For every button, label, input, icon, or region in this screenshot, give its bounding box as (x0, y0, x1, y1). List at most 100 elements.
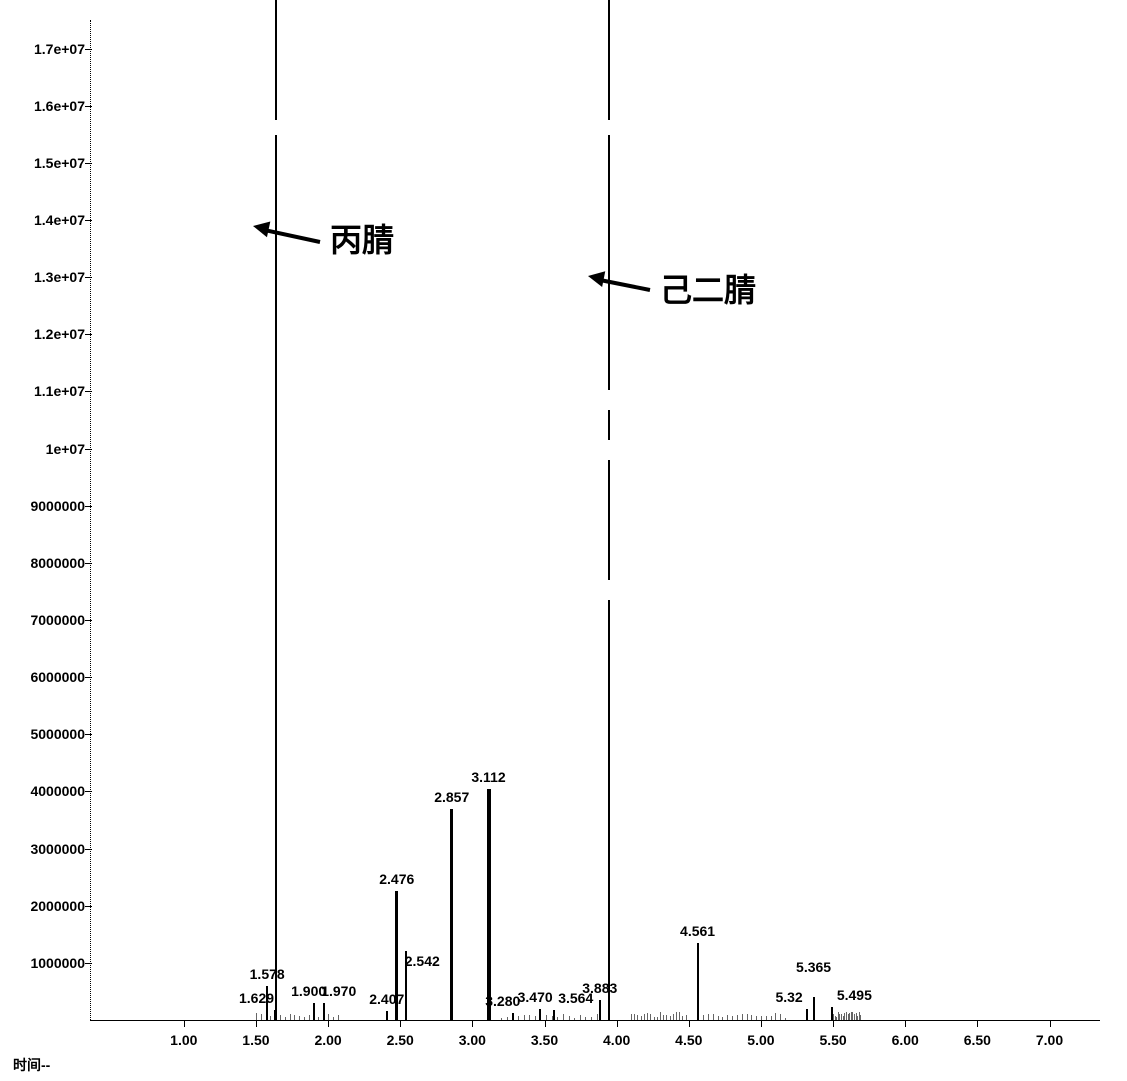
x-tick-mark (472, 1020, 473, 1027)
y-tick-mark (85, 849, 92, 850)
y-tick-mark (85, 277, 92, 278)
y-tick-mark (85, 391, 92, 392)
baseline-noise (761, 1016, 762, 1020)
y-tick-label: 9000000 (30, 498, 85, 514)
baseline-noise (270, 1016, 271, 1020)
baseline-noise (634, 1014, 635, 1020)
baseline-noise (657, 1017, 658, 1020)
y-tick-mark (85, 334, 92, 335)
y-tick-label: 1.6e+07 (34, 98, 85, 114)
baseline-noise (644, 1014, 645, 1020)
peak-label: 5.495 (837, 987, 872, 1003)
baseline-noise (742, 1014, 743, 1020)
baseline-noise (280, 1015, 281, 1020)
x-tick-mark (689, 1020, 690, 1027)
baseline-noise (673, 1014, 674, 1020)
baseline-noise (747, 1014, 748, 1020)
y-tick-mark (85, 449, 92, 450)
y-tick-label: 1.1e+07 (34, 383, 85, 399)
baseline-noise (771, 1016, 772, 1020)
y-tick-label: 4000000 (30, 783, 85, 799)
baseline-noise (785, 1018, 786, 1020)
peak-label: 2.407 (369, 991, 404, 1007)
baseline-noise (780, 1014, 781, 1020)
chromatogram-peak (806, 1009, 808, 1020)
annotation-arrow (599, 278, 650, 292)
baseline-noise (718, 1016, 719, 1020)
chromatogram-peak (395, 891, 398, 1020)
baseline-noise (524, 1015, 525, 1020)
peak-label: 1.578 (250, 966, 285, 982)
y-tick-mark (85, 506, 92, 507)
x-tick-label: 4.50 (675, 1032, 702, 1048)
chromatogram-peak (386, 1011, 388, 1020)
y-tick-label: 2000000 (30, 898, 85, 914)
x-tick-label: 5.50 (819, 1032, 846, 1048)
x-tick-mark (184, 1020, 185, 1027)
x-tick-mark (617, 1020, 618, 1027)
y-axis (90, 20, 92, 1020)
y-tick-mark (85, 906, 92, 907)
annotation-arrow (264, 228, 320, 244)
baseline-noise (535, 1016, 536, 1020)
peak-label: 3.112 (471, 769, 505, 785)
baseline-noise (338, 1015, 339, 1020)
baseline-noise (766, 1016, 767, 1020)
baseline-noise (557, 1017, 558, 1020)
x-tick-label: 2.50 (387, 1032, 414, 1048)
baseline-noise (518, 1016, 519, 1020)
y-tick-mark (85, 734, 92, 735)
baseline-noise (679, 1012, 680, 1020)
x-tick-label: 1.00 (170, 1032, 197, 1048)
baseline-noise (631, 1014, 632, 1020)
baseline-noise (708, 1014, 709, 1020)
annotation-arrow-head (586, 268, 605, 287)
baseline-noise (597, 1014, 598, 1020)
baseline-noise (732, 1016, 733, 1020)
chromatogram-peak (487, 789, 491, 1020)
baseline-noise (318, 1017, 319, 1020)
chromatogram-peak-offscale (608, 0, 610, 120)
baseline-noise (580, 1015, 581, 1020)
x-tick-label: 1.50 (242, 1032, 269, 1048)
x-tick-mark (761, 1020, 762, 1027)
y-tick-mark (85, 620, 92, 621)
chromatogram-peak-offscale (275, 0, 277, 120)
baseline-noise (713, 1014, 714, 1020)
baseline-noise (637, 1015, 638, 1020)
baseline-noise (563, 1014, 564, 1020)
peak-label: 3.883 (582, 980, 617, 996)
chromatogram-peak (697, 943, 699, 1020)
x-tick-label: 2.00 (314, 1032, 341, 1048)
y-tick-label: 1.3e+07 (34, 269, 85, 285)
chromatogram-peak-offscale (608, 135, 610, 1020)
chromatogram-peak (599, 1000, 601, 1020)
baseline-noise (670, 1016, 671, 1020)
baseline-noise (641, 1016, 642, 1020)
baseline-noise (660, 1012, 661, 1020)
chromatogram-chart: 时间-- 10000002000000300000040000005000000… (0, 0, 1127, 1081)
x-tick-mark (328, 1020, 329, 1027)
baseline-noise (290, 1014, 291, 1020)
y-tick-label: 5000000 (30, 726, 85, 742)
chromatogram-peak (450, 809, 453, 1020)
baseline-noise (663, 1015, 664, 1020)
baseline-noise (666, 1015, 667, 1020)
y-tick-label: 1.4e+07 (34, 212, 85, 228)
x-tick-label: 4.00 (603, 1032, 630, 1048)
x-tick-label: 3.00 (459, 1032, 486, 1048)
y-tick-label: 1e+07 (46, 441, 85, 457)
baseline-noise (682, 1016, 683, 1020)
peak-label: 2.857 (434, 789, 469, 805)
baseline-noise (737, 1015, 738, 1020)
y-tick-mark (85, 106, 92, 107)
baseline-noise (585, 1017, 586, 1020)
peak-label: 1.629 (239, 990, 274, 1006)
baseline-noise (552, 1016, 553, 1020)
y-tick-mark (85, 677, 92, 678)
baseline-noise (323, 1015, 324, 1020)
x-tick-mark (905, 1020, 906, 1027)
baseline-noise (328, 1014, 329, 1020)
y-tick-mark (85, 220, 92, 221)
baseline-noise (314, 1013, 315, 1020)
